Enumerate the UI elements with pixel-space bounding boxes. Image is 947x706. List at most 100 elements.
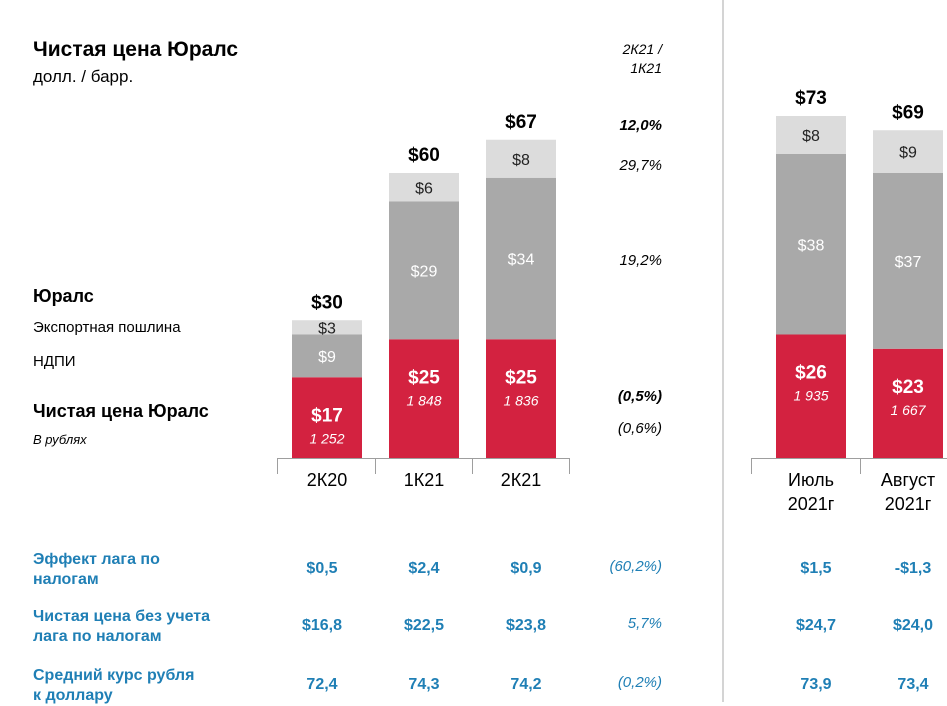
table-cell: $0,9 bbox=[510, 560, 542, 577]
net-price-label: $26 bbox=[795, 363, 827, 384]
net-price-bar bbox=[292, 377, 362, 458]
rub-value-label: 1 836 bbox=[503, 392, 538, 408]
export-duty-label: $3 bbox=[318, 320, 336, 337]
mineral-tax-label: $29 bbox=[411, 263, 438, 280]
axis-tick bbox=[375, 458, 376, 474]
category-label-line: 2К21 bbox=[500, 470, 542, 490]
changes-header-line-2: 1К21 bbox=[630, 60, 662, 76]
category-label-line: 2021г bbox=[884, 494, 932, 514]
table-row-label-line: Эффект лага по bbox=[33, 551, 160, 568]
legend-urals: Юралс bbox=[33, 286, 94, 306]
table-row-label-line: Средний курс рубля bbox=[33, 667, 195, 684]
table-row-label: Эффект лага по налогам bbox=[33, 550, 253, 590]
change-mineral-tax: 19,2% bbox=[619, 252, 662, 269]
change-rub: (0,6%) bbox=[617, 420, 662, 437]
export-duty-bar bbox=[292, 320, 362, 335]
axis-baseline-quarters bbox=[277, 458, 570, 459]
export-duty-label: $8 bbox=[802, 128, 820, 145]
table-cell: $0,5 bbox=[306, 560, 338, 577]
chart-subtitle: долл. / барр. bbox=[33, 67, 134, 86]
export-duty-bar bbox=[389, 173, 459, 202]
net-price-label: $17 bbox=[311, 405, 343, 426]
category-label: 2К20 bbox=[272, 468, 382, 492]
total-label: $60 bbox=[408, 145, 440, 166]
category-label: 2К21 bbox=[466, 468, 576, 492]
total-label: $69 bbox=[892, 102, 924, 123]
chart-title: Чистая цена Юралс bbox=[33, 38, 239, 61]
change-total: 12,0% bbox=[619, 117, 662, 134]
axis-baseline-months bbox=[751, 458, 947, 459]
change-export-duty: 29,7% bbox=[619, 157, 662, 174]
table-row-label-line: налогам bbox=[33, 571, 99, 588]
table-cell: $2,4 bbox=[408, 560, 440, 577]
total-label: $30 bbox=[311, 292, 343, 313]
axis-tick bbox=[860, 458, 861, 474]
table-row-label-line: лага по налогам bbox=[33, 628, 162, 645]
mineral-tax-bar bbox=[486, 177, 556, 340]
table-cell: $24,7 bbox=[795, 617, 837, 634]
table-cell: 73,4 bbox=[897, 676, 929, 693]
table-row-label: Чистая цена без учета лага по налогам bbox=[33, 607, 253, 647]
legend-net-price: Чистая цена Юралс bbox=[33, 401, 209, 421]
table-cell: $22,5 bbox=[403, 617, 445, 634]
rub-value-label: 1 667 bbox=[890, 402, 926, 418]
net-price-bar bbox=[776, 334, 846, 458]
axis-tick bbox=[277, 458, 278, 474]
table-cell: 74,2 bbox=[510, 676, 542, 693]
category-label-line: Август bbox=[880, 470, 936, 490]
table-cell: $24,0 bbox=[892, 617, 934, 634]
axis-tick bbox=[472, 458, 473, 474]
mineral-tax-bar bbox=[776, 154, 846, 335]
mineral-tax-label: $38 bbox=[798, 237, 825, 254]
export-duty-bar bbox=[776, 116, 846, 154]
export-duty-bar bbox=[486, 139, 556, 178]
category-label: Июль 2021г bbox=[756, 468, 866, 516]
mineral-tax-bar bbox=[389, 201, 459, 340]
total-label: $67 bbox=[505, 112, 537, 133]
mineral-tax-label: $9 bbox=[318, 349, 336, 366]
table-cell: $16,8 bbox=[301, 617, 343, 634]
category-label-line: 2К20 bbox=[306, 470, 348, 490]
rub-value-label: 1 252 bbox=[309, 430, 344, 446]
table-cell: 73,9 bbox=[800, 676, 832, 693]
table-cell: -$1,3 bbox=[894, 560, 932, 577]
mineral-tax-label: $37 bbox=[895, 254, 922, 271]
net-price-label: $23 bbox=[892, 377, 924, 398]
table-change-cell: (60,2%) bbox=[609, 558, 662, 575]
net-price-bar bbox=[873, 348, 943, 458]
legend-in-rubles: В рублях bbox=[33, 432, 87, 447]
category-label: Август 2021г bbox=[853, 468, 947, 516]
category-label-line: Июль bbox=[788, 470, 834, 490]
legend-export-duty: Экспортная пошлина bbox=[33, 319, 181, 336]
table-row-label-line: Чистая цена без учета bbox=[33, 608, 211, 625]
axis-tick bbox=[751, 458, 752, 474]
export-duty-label: $8 bbox=[512, 152, 530, 169]
mineral-tax-bar bbox=[873, 173, 943, 349]
table-cell: 74,3 bbox=[408, 676, 440, 693]
net-price-label: $25 bbox=[408, 367, 440, 388]
changes-header-line-1: 2К21 / bbox=[622, 41, 662, 57]
table-change-cell: 5,7% bbox=[627, 615, 662, 632]
mineral-tax-bar bbox=[292, 334, 362, 378]
export-duty-label: $6 bbox=[415, 180, 433, 197]
category-label: 1К21 bbox=[369, 468, 479, 492]
table-row-label: Средний курс рубля к доллару bbox=[33, 666, 253, 706]
table-cell: $1,5 bbox=[800, 560, 832, 577]
category-label-line: 1К21 bbox=[403, 470, 445, 490]
table-row-label-line: к доллару bbox=[33, 687, 113, 704]
total-label: $73 bbox=[795, 88, 827, 109]
table-change-cell: (0,2%) bbox=[617, 674, 662, 691]
category-label-line: 2021г bbox=[787, 494, 835, 514]
export-duty-label: $9 bbox=[899, 145, 917, 162]
net-price-label: $25 bbox=[505, 367, 537, 388]
axis-tick bbox=[569, 458, 570, 474]
table-cell: 72,4 bbox=[306, 676, 338, 693]
export-duty-bar bbox=[873, 130, 943, 173]
changes-header: 2К21 / 1К21 bbox=[560, 40, 662, 78]
rub-value-label: 1 848 bbox=[406, 392, 441, 408]
mineral-tax-label: $34 bbox=[508, 252, 535, 269]
rub-value-label: 1 935 bbox=[793, 388, 828, 404]
change-net-price: (0,5%) bbox=[617, 388, 662, 405]
section-divider bbox=[722, 0, 724, 702]
